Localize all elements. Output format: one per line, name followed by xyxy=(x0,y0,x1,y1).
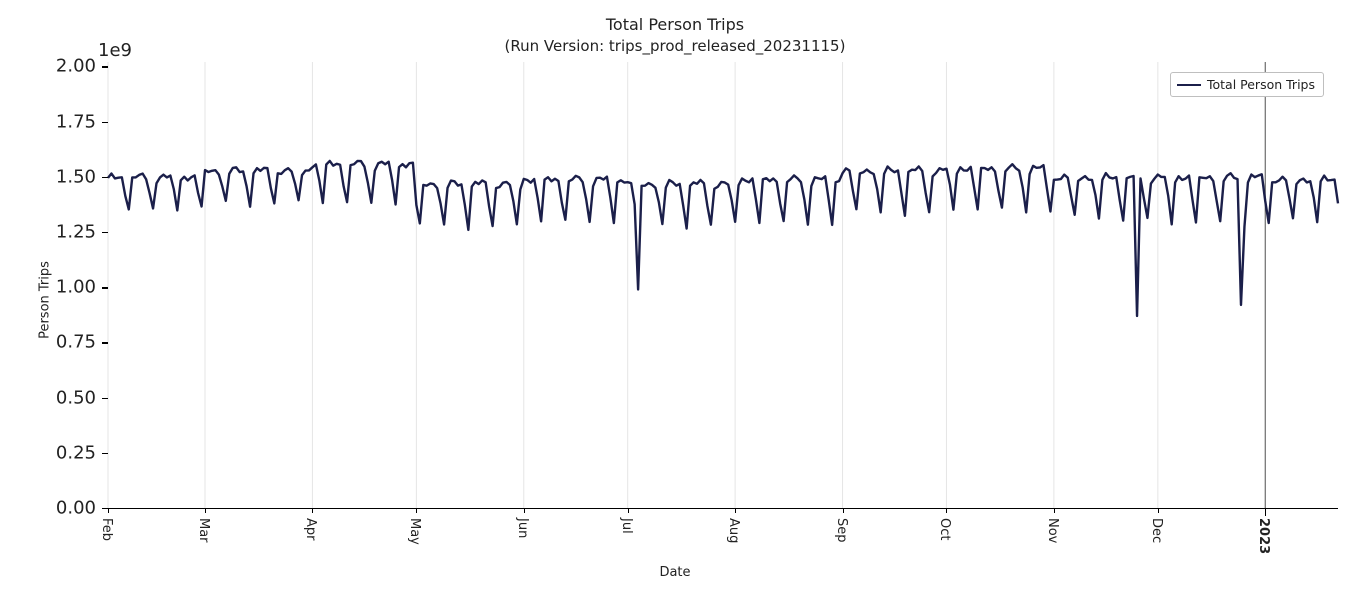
y-tick-label: 0.50 xyxy=(48,387,96,408)
y-tick-label: 1.50 xyxy=(48,166,96,187)
y-tick-label: 1.25 xyxy=(48,222,96,243)
x-tick-mark xyxy=(108,508,109,513)
y-tick-label: 0.75 xyxy=(48,332,96,353)
x-axis-label: Date xyxy=(0,565,1350,580)
x-tick-mark xyxy=(1054,508,1055,513)
chart-figure: Total Person Trips (Run Version: trips_p… xyxy=(0,0,1350,600)
legend: Total Person Trips xyxy=(1170,72,1324,97)
x-tick-label: Mar xyxy=(196,518,211,543)
y-tick-label: 0.25 xyxy=(48,442,96,463)
x-tick-label: Apr xyxy=(303,518,318,541)
x-tick-label: Dec xyxy=(1149,518,1164,543)
y-tick-mark xyxy=(102,287,108,288)
x-tick-mark xyxy=(735,508,736,513)
y-tick-mark xyxy=(102,66,108,67)
legend-swatch xyxy=(1177,84,1201,86)
x-tick-mark xyxy=(205,508,206,513)
x-tick-mark xyxy=(946,508,947,513)
plot-area xyxy=(108,62,1338,509)
x-tick-mark xyxy=(1158,508,1159,513)
x-tick-label: Nov xyxy=(1045,518,1060,543)
y-tick-mark xyxy=(102,398,108,399)
y-tick-label: 1.75 xyxy=(48,111,96,132)
y-tick-mark xyxy=(102,453,108,454)
series-line xyxy=(108,161,1338,316)
y-tick-mark xyxy=(102,232,108,233)
y-tick-label: 1.00 xyxy=(48,277,96,298)
chart-subtitle: (Run Version: trips_prod_released_202311… xyxy=(0,36,1350,56)
x-tick-label: Sep xyxy=(834,518,849,543)
x-tick-mark xyxy=(1265,508,1266,516)
x-tick-label: Oct xyxy=(937,518,952,540)
y-tick-label: 0.00 xyxy=(48,498,96,519)
y-axis-label: Person Trips xyxy=(37,261,52,339)
y-tick-mark xyxy=(102,177,108,178)
x-tick-mark xyxy=(524,508,525,513)
y-tick-mark xyxy=(102,122,108,123)
x-tick-label: 2023 xyxy=(1256,518,1271,554)
title-block: Total Person Trips (Run Version: trips_p… xyxy=(0,14,1350,56)
y-tick-mark xyxy=(102,342,108,343)
x-tick-mark xyxy=(416,508,417,513)
x-tick-label: Feb xyxy=(99,518,114,541)
x-tick-label: Jun xyxy=(515,518,530,538)
chart-title: Total Person Trips xyxy=(0,14,1350,36)
x-tick-mark xyxy=(843,508,844,513)
y-exponent-label: 1e9 xyxy=(98,40,132,61)
y-tick-label: 2.00 xyxy=(48,56,96,77)
plot-svg xyxy=(108,62,1338,508)
x-tick-label: Jul xyxy=(619,518,634,534)
x-tick-mark xyxy=(312,508,313,513)
legend-label: Total Person Trips xyxy=(1207,77,1315,92)
x-tick-mark xyxy=(628,508,629,513)
x-tick-label: Aug xyxy=(726,518,741,543)
x-tick-label: May xyxy=(407,518,422,545)
